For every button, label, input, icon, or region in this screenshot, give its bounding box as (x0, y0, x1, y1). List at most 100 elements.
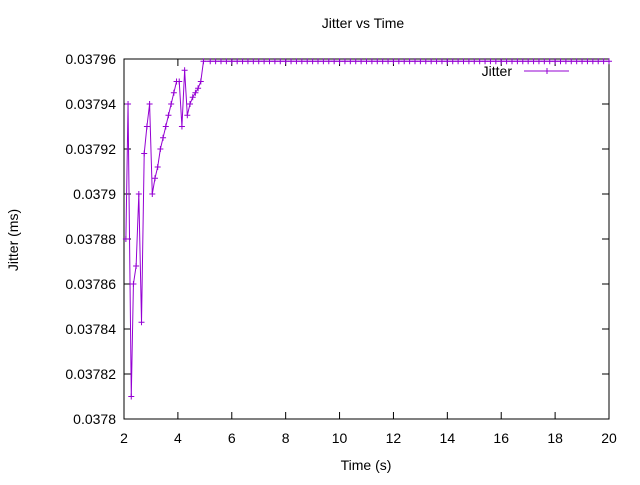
data-point (595, 58, 602, 65)
data-point (151, 175, 158, 182)
data-point (133, 263, 140, 269)
data-point (606, 58, 612, 65)
data-point (146, 101, 153, 107)
data-point (189, 94, 196, 101)
data-point (154, 164, 161, 170)
data-point (125, 101, 132, 107)
data-point (122, 236, 129, 242)
y-tick-label: 0.03794 (65, 96, 116, 112)
x-tick-label: 12 (386, 430, 402, 446)
data-point (412, 58, 418, 65)
data-point (239, 58, 246, 65)
data-point (200, 58, 207, 65)
x-tick-label: 8 (282, 430, 290, 446)
data-point (293, 58, 300, 65)
plot-border (123, 58, 610, 420)
data-point (195, 85, 202, 92)
data-point (487, 58, 494, 65)
x-tick-label: 16 (493, 430, 509, 446)
data-point (178, 123, 185, 130)
y-tick-label: 0.03784 (65, 321, 116, 337)
data-point (304, 58, 311, 65)
x-tick-label: 4 (174, 430, 182, 446)
data-point (562, 58, 569, 65)
data-point (530, 58, 537, 65)
data-point (141, 150, 148, 157)
data-point (589, 58, 596, 65)
data-point (336, 58, 343, 65)
data-point (449, 58, 456, 65)
x-tick-label: 20 (601, 430, 617, 446)
data-point (422, 58, 429, 65)
data-point (455, 58, 462, 65)
data-point (128, 393, 135, 400)
y-tick-label: 0.03788 (65, 231, 116, 247)
chart-title: Jitter vs Time (322, 15, 405, 31)
legend-marker (544, 68, 550, 74)
data-point (331, 58, 338, 65)
data-point (181, 67, 188, 74)
data-point (525, 58, 532, 65)
data-point (168, 101, 175, 107)
data-point (212, 58, 219, 65)
data-point (379, 58, 386, 65)
data-point (584, 58, 591, 65)
data-point (261, 58, 268, 65)
data-point (157, 146, 164, 152)
data-point (519, 58, 526, 65)
data-point (552, 58, 559, 65)
data-point (207, 58, 214, 65)
data-point (184, 112, 191, 119)
data-point (218, 58, 224, 65)
data-point (401, 58, 408, 65)
y-tick-label: 0.03782 (65, 366, 116, 382)
data-point (170, 89, 177, 96)
data-point (341, 58, 348, 65)
data-point (234, 58, 241, 65)
data-point (417, 58, 424, 65)
data-point (255, 58, 262, 65)
data-point (244, 58, 251, 65)
data-point (395, 58, 402, 65)
data-point (320, 58, 327, 65)
data-point (138, 319, 145, 326)
data-point (149, 191, 156, 197)
y-tick-label: 0.0378 (73, 411, 116, 427)
data-point (514, 58, 521, 65)
data-point (498, 58, 505, 65)
data-point (250, 58, 257, 65)
data-point (557, 58, 564, 65)
data-point (503, 58, 510, 65)
data-point (546, 58, 553, 65)
x-axis-label: Time (s) (341, 457, 392, 473)
data-point (309, 58, 316, 65)
data-point (143, 123, 150, 130)
y-tick-label: 0.03786 (65, 276, 116, 292)
data-point (271, 58, 278, 65)
data-point (223, 58, 230, 65)
y-tick-label: 0.03792 (65, 141, 116, 157)
data-point (573, 58, 580, 65)
data-point (390, 58, 397, 65)
x-tick-label: 6 (228, 430, 236, 446)
data-point (187, 101, 194, 107)
series-line (125, 60, 609, 397)
data-point (600, 58, 607, 65)
data-point (130, 281, 137, 287)
data-point (315, 58, 321, 65)
data-point (482, 58, 489, 65)
y-tick-label: 0.0379 (73, 186, 116, 202)
data-point (347, 58, 354, 65)
data-point (325, 58, 332, 65)
data-point (374, 58, 381, 65)
data-point (568, 58, 575, 65)
data-point (492, 58, 499, 65)
y-tick-label: 0.03796 (65, 51, 116, 67)
data-point (135, 191, 142, 197)
data-point (160, 134, 167, 141)
data-point (406, 58, 413, 65)
data-point (363, 58, 370, 65)
data-point (433, 58, 440, 65)
data-point (535, 58, 542, 65)
data-point (228, 58, 235, 65)
